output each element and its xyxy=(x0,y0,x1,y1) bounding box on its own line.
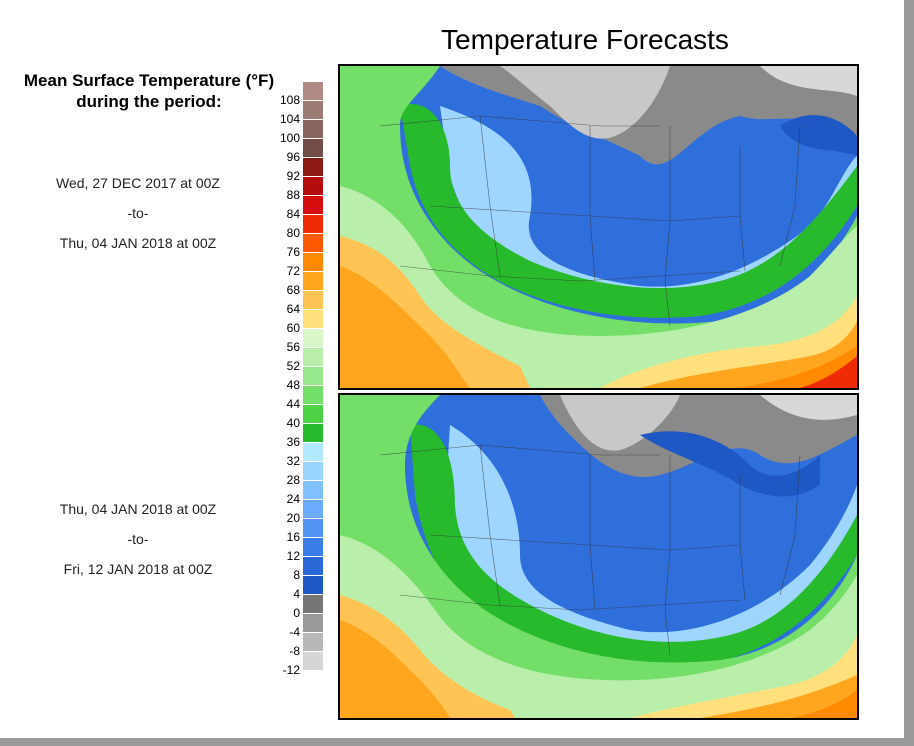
colorbar-tick-label: 88 xyxy=(286,188,300,202)
colorbar-tick-label: 28 xyxy=(286,473,300,487)
colorbar-swatch xyxy=(303,310,323,329)
colorbar-swatch xyxy=(303,424,323,443)
colorbar-swatch xyxy=(303,120,323,139)
temperature-map-period1 xyxy=(338,64,859,390)
colorbar-tick-label: -12 xyxy=(282,663,300,677)
colorbar-tick-label: -8 xyxy=(289,644,300,658)
colorbar-swatch xyxy=(303,101,323,120)
colorbar-swatch xyxy=(303,595,323,614)
colorbar-tick-label: 80 xyxy=(286,226,300,240)
colorbar-tick-label: 8 xyxy=(293,568,300,582)
colorbar-swatch xyxy=(303,519,323,538)
colorbar-tick-label: 52 xyxy=(286,359,300,373)
temperature-map-period2 xyxy=(338,393,859,720)
legend-title-line2: during the period: xyxy=(76,92,222,111)
period1-end: Thu, 04 JAN 2018 at 00Z xyxy=(59,235,217,251)
page-title: Temperature Forecasts xyxy=(441,24,729,55)
colorbar-tick-label: 40 xyxy=(286,416,300,430)
colorbar-swatch xyxy=(303,443,323,462)
colorbar-tick-label: 36 xyxy=(286,435,300,449)
colorbar-swatch xyxy=(303,234,323,253)
period1-sep: -to- xyxy=(127,205,149,221)
colorbar-tick-label: 12 xyxy=(286,549,300,563)
period1-start: Wed, 27 DEC 2017 at 00Z xyxy=(56,175,220,191)
colorbar-swatch xyxy=(303,557,323,576)
colorbar-swatch xyxy=(303,367,323,386)
period2-sep: -to- xyxy=(127,531,149,547)
colorbar-swatch xyxy=(303,348,323,367)
colorbar-swatch xyxy=(303,538,323,557)
legend-title: Mean Surface Temperature (°F) during the… xyxy=(14,70,284,112)
colorbar-swatch xyxy=(303,272,323,291)
colorbar-tick-label: 32 xyxy=(286,454,300,468)
period2-end: Fri, 12 JAN 2018 at 00Z xyxy=(63,561,213,577)
colorbar-tick-label: 4 xyxy=(293,587,300,601)
colorbar-swatch xyxy=(303,82,323,101)
colorbar-tick-label: 64 xyxy=(286,302,300,316)
colorbar-swatch xyxy=(303,462,323,481)
colorbar-tick-label: 16 xyxy=(286,530,300,544)
colorbar-swatch xyxy=(303,253,323,272)
colorbar-swatch xyxy=(303,215,323,234)
colorbar-tick-label: 0 xyxy=(293,606,300,620)
colorbar-tick-label: 68 xyxy=(286,283,300,297)
colorbar-tick-label: -4 xyxy=(289,625,300,639)
colorbar-tick-label: 72 xyxy=(286,264,300,278)
colorbar-swatch xyxy=(303,633,323,652)
colorbar-tick-label: 92 xyxy=(286,169,300,183)
colorbar-tick-label: 24 xyxy=(286,492,300,506)
colorbar-tick-label: 48 xyxy=(286,378,300,392)
colorbar-tick-label: 96 xyxy=(286,150,300,164)
colorbar-swatch xyxy=(303,196,323,215)
colorbar-tick-label: 108 xyxy=(279,93,300,107)
colorbar-swatch xyxy=(303,139,323,158)
colorbar-swatch xyxy=(303,158,323,177)
colorbar-tick-label: 60 xyxy=(286,321,300,335)
legend-title-line1: Mean Surface Temperature (°F) xyxy=(23,71,275,90)
colorbar-swatch xyxy=(303,481,323,500)
colorbar-tick-label: 100 xyxy=(279,131,300,145)
colorbar-tick-label: 104 xyxy=(279,112,300,126)
colorbar-swatch xyxy=(303,177,323,196)
colorbar-swatch xyxy=(303,576,323,595)
colorbar-swatch xyxy=(303,652,323,671)
colorbar-swatch xyxy=(303,614,323,633)
colorbar-tick-label: 56 xyxy=(286,340,300,354)
colorbar-swatch xyxy=(303,291,323,310)
colorbar-tick-label: 44 xyxy=(286,397,300,411)
colorbar-tick-label: 84 xyxy=(286,207,300,221)
colorbar-swatch xyxy=(303,329,323,348)
colorbar-swatch xyxy=(303,405,323,424)
period2-start: Thu, 04 JAN 2018 at 00Z xyxy=(59,501,217,517)
colorbar-tick-label: 20 xyxy=(286,511,300,525)
colorbar-swatch xyxy=(303,386,323,405)
colorbar-tick-label: 76 xyxy=(286,245,300,259)
colorbar-swatch xyxy=(303,500,323,519)
